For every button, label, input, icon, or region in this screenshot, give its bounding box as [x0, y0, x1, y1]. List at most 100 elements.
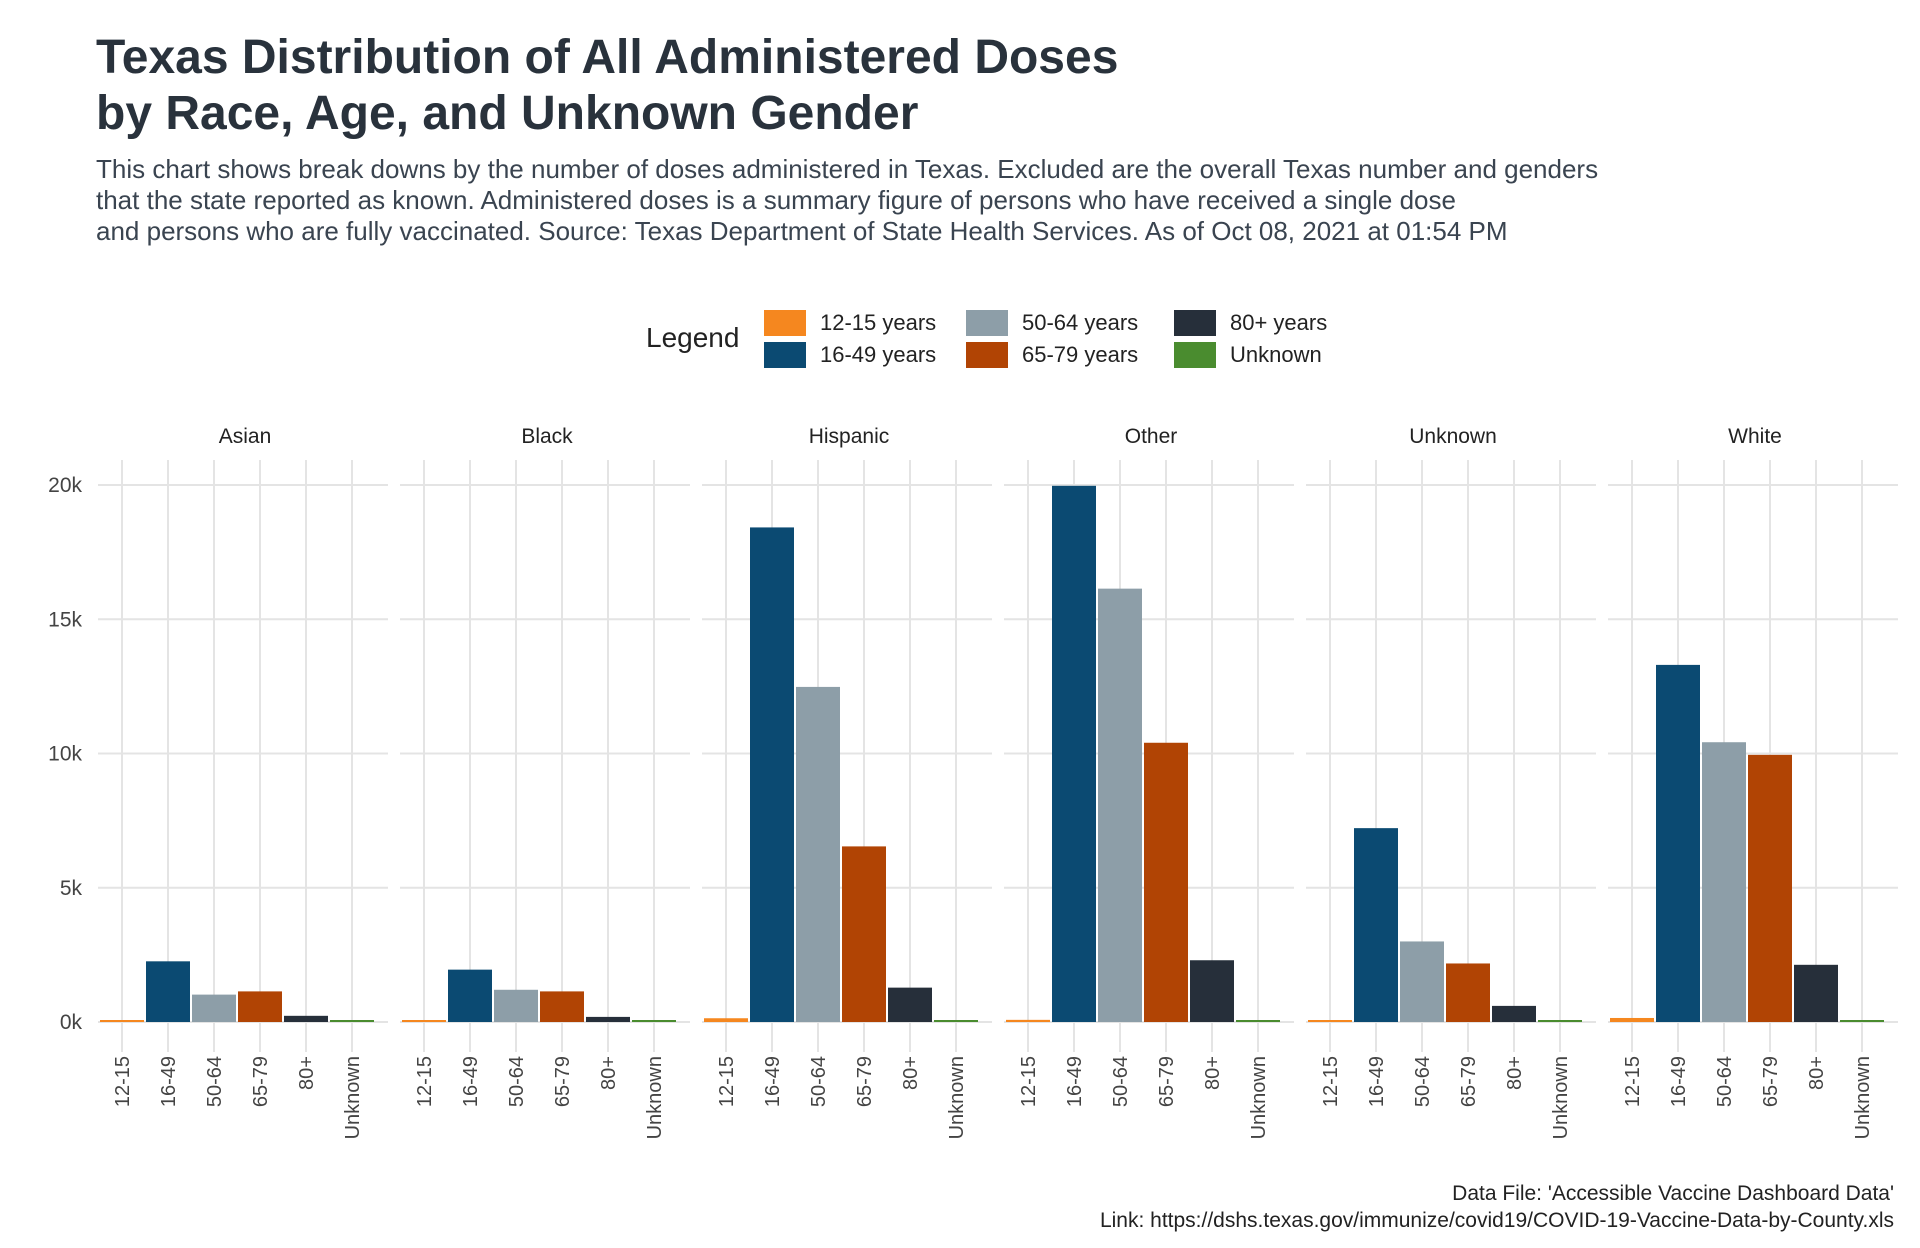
x-tick-label: 50-64: [204, 1056, 226, 1107]
chart-title-line: by Race, Age, and Unknown Gender: [96, 87, 919, 140]
bar-unknown-unknown: [1538, 1020, 1582, 1022]
x-tick-label: 65-79: [1760, 1056, 1782, 1107]
x-tick-label: 12-15: [1018, 1056, 1040, 1107]
legend-title: Legend: [646, 322, 740, 353]
bar-black-50-64: [494, 989, 538, 1022]
x-tick-label: 12-15: [716, 1056, 738, 1107]
bar-hispanic-12-15: [704, 1018, 748, 1022]
x-tick-label: 65-79: [1156, 1056, 1178, 1107]
bar-white-65-79: [1748, 754, 1792, 1022]
chart-title-line: Texas Distribution of All Administered D…: [96, 31, 1119, 84]
x-tick-label: 50-64: [808, 1056, 830, 1107]
bar-asian-unknown: [330, 1020, 374, 1022]
bar-hispanic-unknown: [934, 1020, 978, 1022]
bar-unknown-65-79: [1446, 963, 1490, 1022]
bar-other-unknown: [1236, 1020, 1280, 1022]
bar-asian-50-64: [192, 994, 236, 1022]
x-tick-label: 80+: [1806, 1056, 1828, 1090]
legend-label: 16-49 years: [820, 342, 937, 367]
x-tick-label: 65-79: [1458, 1056, 1480, 1107]
bar-white-16-49: [1656, 664, 1700, 1022]
bar-unknown-16-49: [1354, 828, 1398, 1022]
legend-label: 50-64 years: [1022, 310, 1139, 335]
bar-asian-80-plus: [284, 1015, 328, 1022]
x-tick-label: 12-15: [1320, 1056, 1342, 1107]
bar-unknown-12-15: [1308, 1020, 1352, 1022]
bar-other-12-15: [1006, 1019, 1050, 1022]
bar-asian-12-15: [100, 1020, 144, 1022]
y-tick-label: 0k: [60, 1011, 83, 1034]
x-tick-label: 50-64: [506, 1056, 528, 1107]
legend-key-80-plus: [1174, 310, 1216, 336]
x-tick-label: 65-79: [552, 1056, 574, 1107]
facet-title: Black: [521, 425, 573, 448]
bar-asian-65-79: [238, 991, 282, 1022]
bar-black-80-plus: [586, 1016, 630, 1022]
facet-title: Unknown: [1409, 425, 1497, 448]
bar-white-80-plus: [1794, 964, 1838, 1022]
bar-other-80-plus: [1190, 960, 1234, 1022]
y-tick-label: 10k: [48, 743, 82, 766]
legend-key-unknown: [1174, 342, 1216, 368]
facet-title: Other: [1125, 425, 1178, 448]
legend-key-12-15: [764, 310, 806, 336]
x-tick-label: Unknown: [1248, 1056, 1270, 1139]
x-tick-label: 16-49: [1668, 1056, 1690, 1107]
x-tick-label: 12-15: [112, 1056, 134, 1107]
x-tick-label: 80+: [1504, 1056, 1526, 1090]
x-tick-label: 16-49: [1366, 1056, 1388, 1107]
x-tick-label: 80+: [900, 1056, 922, 1090]
bar-hispanic-80-plus: [888, 987, 932, 1022]
x-tick-label: 65-79: [854, 1056, 876, 1107]
x-tick-label: 16-49: [460, 1056, 482, 1107]
bar-unknown-50-64: [1400, 941, 1444, 1022]
caption-line: Data File: 'Accessible Vaccine Dashboard…: [1452, 1182, 1894, 1205]
chart-subtitle: This chart shows break downs by the numb…: [96, 154, 1896, 247]
chart-subtitle-line: This chart shows break downs by the numb…: [96, 154, 1599, 184]
y-tick-label: 5k: [60, 877, 83, 900]
x-tick-label: 80+: [598, 1056, 620, 1090]
x-tick-label: 12-15: [1622, 1056, 1644, 1107]
bar-other-50-64: [1098, 588, 1142, 1022]
bar-white-12-15: [1610, 1017, 1654, 1022]
bar-other-16-49: [1052, 485, 1096, 1022]
bar-hispanic-65-79: [842, 846, 886, 1022]
legend-key-50-64: [966, 310, 1008, 336]
x-tick-label: 12-15: [414, 1056, 436, 1107]
bar-white-unknown: [1840, 1020, 1884, 1022]
chart-subtitle-line: and persons who are fully vaccinated. So…: [96, 216, 1508, 246]
bar-black-16-49: [448, 969, 492, 1022]
x-tick-label: Unknown: [342, 1056, 364, 1139]
bar-unknown-80-plus: [1492, 1005, 1536, 1022]
legend-key-16-49: [764, 342, 806, 368]
bar-black-unknown: [632, 1020, 676, 1022]
legend-label: 80+ years: [1230, 310, 1328, 335]
x-tick-label: 80+: [296, 1056, 318, 1090]
bar-black-12-15: [402, 1020, 446, 1022]
x-tick-label: 16-49: [158, 1056, 180, 1107]
facet-title: Hispanic: [809, 425, 890, 448]
x-tick-label: 16-49: [762, 1056, 784, 1107]
x-tick-label: Unknown: [946, 1056, 968, 1139]
chart-title: Texas Distribution of All Administered D…: [96, 30, 1596, 142]
bar-other-65-79: [1144, 742, 1188, 1022]
x-tick-label: Unknown: [644, 1056, 666, 1139]
x-tick-label: Unknown: [1852, 1056, 1874, 1139]
y-tick-label: 20k: [48, 474, 82, 497]
x-tick-label: 50-64: [1110, 1056, 1132, 1107]
chart-caption: Data File: 'Accessible Vaccine Dashboard…: [1100, 1180, 1894, 1234]
x-tick-label: 65-79: [250, 1056, 272, 1107]
bar-hispanic-16-49: [750, 527, 794, 1022]
chart-subtitle-line: that the state reported as known. Admini…: [96, 185, 1456, 215]
bar-white-50-64: [1702, 742, 1746, 1022]
x-tick-label: 80+: [1202, 1056, 1224, 1090]
facet-title: Asian: [219, 425, 272, 448]
legend-label: Unknown: [1230, 342, 1322, 367]
y-tick-label: 15k: [48, 608, 82, 631]
bar-black-65-79: [540, 991, 584, 1022]
legend-key-65-79: [966, 342, 1008, 368]
caption-line: Link: https://dshs.texas.gov/immunize/co…: [1099, 1209, 1894, 1232]
x-tick-label: Unknown: [1550, 1056, 1572, 1139]
legend-label: 12-15 years: [820, 310, 937, 335]
facet-title: White: [1728, 425, 1782, 448]
